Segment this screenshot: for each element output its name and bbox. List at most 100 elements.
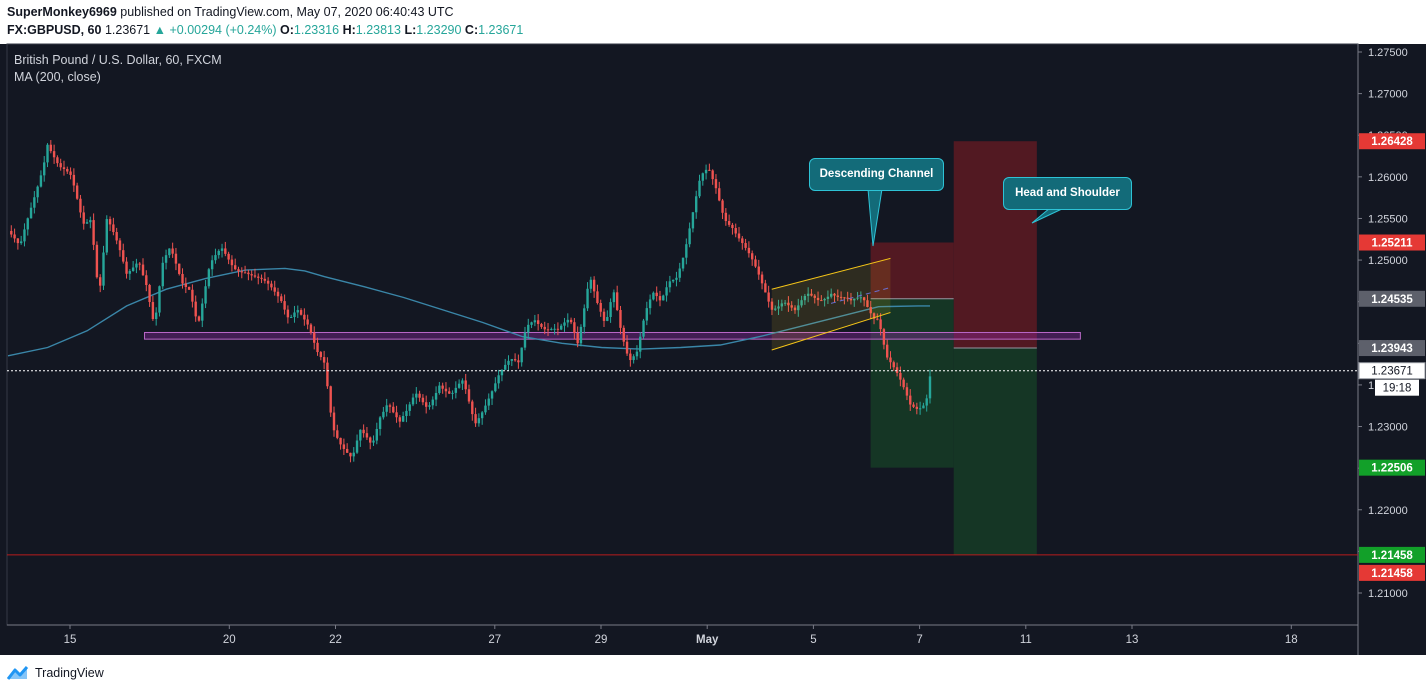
candle-body [339, 437, 342, 445]
candle-body [836, 295, 839, 297]
candle-body [52, 151, 56, 158]
candle-body [615, 292, 619, 310]
candle-body [513, 359, 517, 361]
candle-body [345, 448, 349, 453]
candle-body [227, 253, 230, 260]
candle-body [902, 379, 905, 388]
channel-lower-line[interactable] [771, 312, 891, 351]
candle-body [895, 367, 899, 373]
candle-body [474, 414, 477, 424]
price-label-entry-2: 1.23943 [1371, 343, 1413, 355]
indicator-legend[interactable]: MA (200, close) [14, 70, 101, 84]
candle-body [803, 295, 807, 301]
candle-body [286, 309, 290, 318]
short-position-stop-zone[interactable] [953, 141, 1037, 349]
high-value: 1.23813 [355, 23, 401, 37]
candle-body [510, 359, 514, 361]
y-tick-label: 1.25500 [1368, 213, 1408, 225]
candle-body [527, 324, 530, 333]
candle-body [46, 144, 49, 163]
price-label-stop-2: 1.26428 [1371, 136, 1413, 148]
short-position-target-zone[interactable] [953, 348, 1037, 555]
candle-body [645, 308, 649, 321]
candle-body [622, 327, 625, 342]
tradingview-logo[interactable]: TradingView [7, 665, 104, 681]
candle-body [388, 405, 392, 407]
chart-header: SuperMonkey6969 published on TradingView… [0, 0, 1426, 44]
candle-body [576, 333, 579, 344]
candle-body [332, 412, 336, 431]
candle-body [727, 221, 731, 225]
candle-body [92, 220, 95, 245]
candle-body [217, 250, 220, 256]
candle-body [882, 329, 886, 345]
low-value: 1.23290 [416, 23, 462, 37]
support-zone-rectangle[interactable] [144, 331, 1081, 340]
candle-body [280, 296, 283, 302]
candle-body [352, 452, 355, 457]
candle-body [171, 248, 174, 254]
candle-body [507, 360, 510, 365]
candle-body [154, 312, 158, 320]
descending-channel-callout[interactable]: Descending Channel [809, 158, 944, 191]
candle-body [313, 332, 316, 343]
candle-body [770, 301, 774, 310]
candle-body [701, 173, 704, 181]
channel-fill [771, 258, 891, 350]
candle-body [665, 287, 668, 296]
channel-upper-line[interactable] [771, 257, 891, 290]
candle-body [424, 402, 428, 407]
candle-body [395, 412, 398, 418]
candle-body [115, 232, 118, 241]
candle-body [612, 292, 616, 303]
candle-body [741, 238, 744, 244]
candle-body [247, 272, 250, 275]
candle-body [606, 317, 609, 321]
candle-body [79, 198, 82, 213]
candle-body [181, 273, 184, 284]
candle-body [378, 417, 382, 429]
candle-body [253, 275, 257, 277]
candle-body [75, 185, 79, 199]
candle-body [708, 169, 711, 171]
candle-body [754, 259, 757, 267]
candle-body [556, 328, 560, 330]
candle-body [105, 219, 108, 253]
price-label-box [1359, 133, 1425, 150]
candle-body [237, 269, 240, 272]
candle-body [240, 271, 243, 273]
last-price: 1.23671 [104, 23, 151, 37]
candle-body [652, 292, 655, 300]
candle-body [839, 296, 843, 298]
candle-body [750, 253, 754, 260]
candle-body [563, 322, 566, 326]
candle-body [141, 264, 145, 276]
candle-body [49, 144, 53, 152]
plot-area[interactable] [6, 43, 1359, 626]
symbol-label: FX:GBPUSD, 60 [7, 23, 102, 37]
candle-body [441, 385, 444, 389]
candle-body [164, 255, 168, 263]
candle-body [401, 416, 405, 422]
candle-body [721, 200, 724, 213]
candle-body [194, 301, 197, 317]
author-name[interactable]: SuperMonkey6969 [7, 5, 117, 19]
candle-body [415, 393, 418, 398]
x-tick-label: 29 [595, 634, 608, 646]
candle-body [671, 279, 675, 282]
candle-body [497, 375, 500, 384]
candle-body [922, 405, 925, 409]
short-position-target-zone[interactable] [870, 298, 954, 468]
candle-body [596, 291, 599, 303]
candle-body [82, 212, 85, 224]
candle-body [484, 405, 487, 413]
candle-body [408, 404, 411, 411]
candle-body [737, 233, 741, 239]
head-and-shoulder-callout[interactable]: Head and Shoulder [1003, 177, 1132, 210]
candle-body [685, 244, 688, 258]
candle-body [790, 305, 793, 308]
candle-body [609, 302, 612, 318]
ma-200-line[interactable] [7, 267, 930, 357]
candle-body [405, 410, 408, 417]
